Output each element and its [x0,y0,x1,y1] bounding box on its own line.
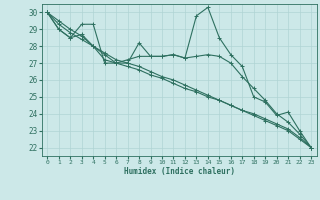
X-axis label: Humidex (Indice chaleur): Humidex (Indice chaleur) [124,167,235,176]
